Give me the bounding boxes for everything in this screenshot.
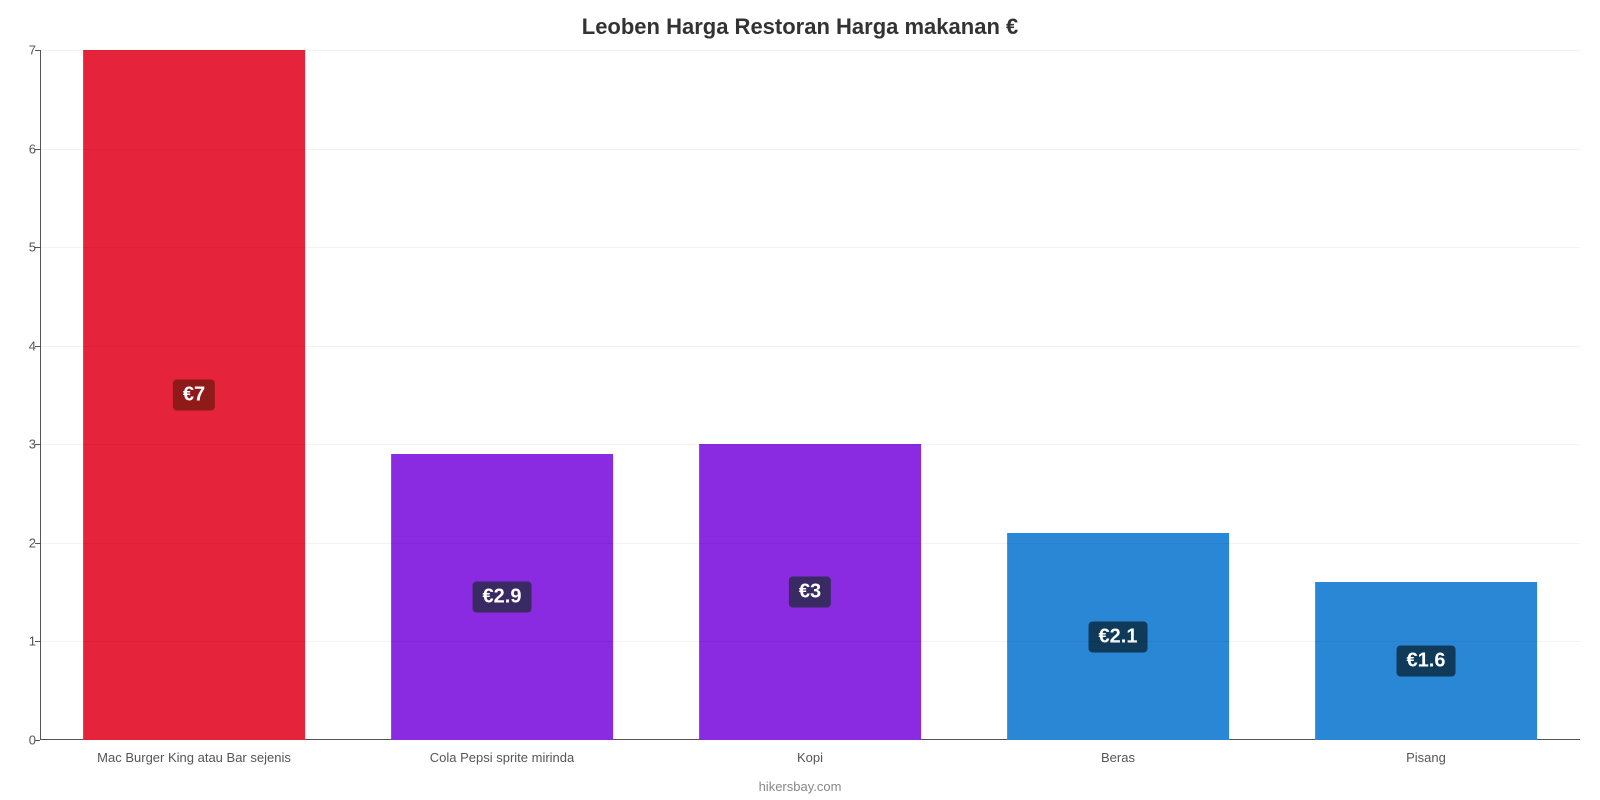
ytick-label: 1 <box>12 634 36 649</box>
ytick-label: 7 <box>12 43 36 58</box>
value-badge: €3 <box>789 577 831 608</box>
ytick-label: 6 <box>12 141 36 156</box>
grid-line <box>40 149 1580 150</box>
grid-line <box>40 543 1580 544</box>
chart-container: Leoben Harga Restoran Harga makanan € €7… <box>0 0 1600 800</box>
value-badge: €2.9 <box>473 582 532 613</box>
value-badge: €7 <box>173 380 215 411</box>
ytick-label: 0 <box>12 733 36 748</box>
ytick-label: 2 <box>12 535 36 550</box>
bar-slot: €2.1Beras <box>964 50 1272 740</box>
plot-area: €7Mac Burger King atau Bar sejenis€2.9Co… <box>40 50 1580 740</box>
x-category-label: Kopi <box>797 750 823 765</box>
value-badge: €1.6 <box>1397 646 1456 677</box>
bar-slot: €2.9Cola Pepsi sprite mirinda <box>348 50 656 740</box>
ytick-label: 4 <box>12 338 36 353</box>
x-category-label: Pisang <box>1406 750 1446 765</box>
chart-title: Leoben Harga Restoran Harga makanan € <box>0 14 1600 40</box>
grid-line <box>40 444 1580 445</box>
ytick-label: 5 <box>12 240 36 255</box>
x-category-label: Beras <box>1101 750 1135 765</box>
bar-slot: €1.6Pisang <box>1272 50 1580 740</box>
bar-slot: €7Mac Burger King atau Bar sejenis <box>40 50 348 740</box>
bar-slot: €3Kopi <box>656 50 964 740</box>
x-category-label: Mac Burger King atau Bar sejenis <box>97 750 291 765</box>
grid-line <box>40 641 1580 642</box>
value-badge: €2.1 <box>1089 621 1148 652</box>
chart-caption: hikersbay.com <box>0 779 1600 794</box>
bars-group: €7Mac Burger King atau Bar sejenis€2.9Co… <box>40 50 1580 740</box>
x-category-label: Cola Pepsi sprite mirinda <box>430 750 575 765</box>
grid-line <box>40 247 1580 248</box>
grid-line <box>40 50 1580 51</box>
ytick-label: 3 <box>12 437 36 452</box>
grid-line <box>40 346 1580 347</box>
